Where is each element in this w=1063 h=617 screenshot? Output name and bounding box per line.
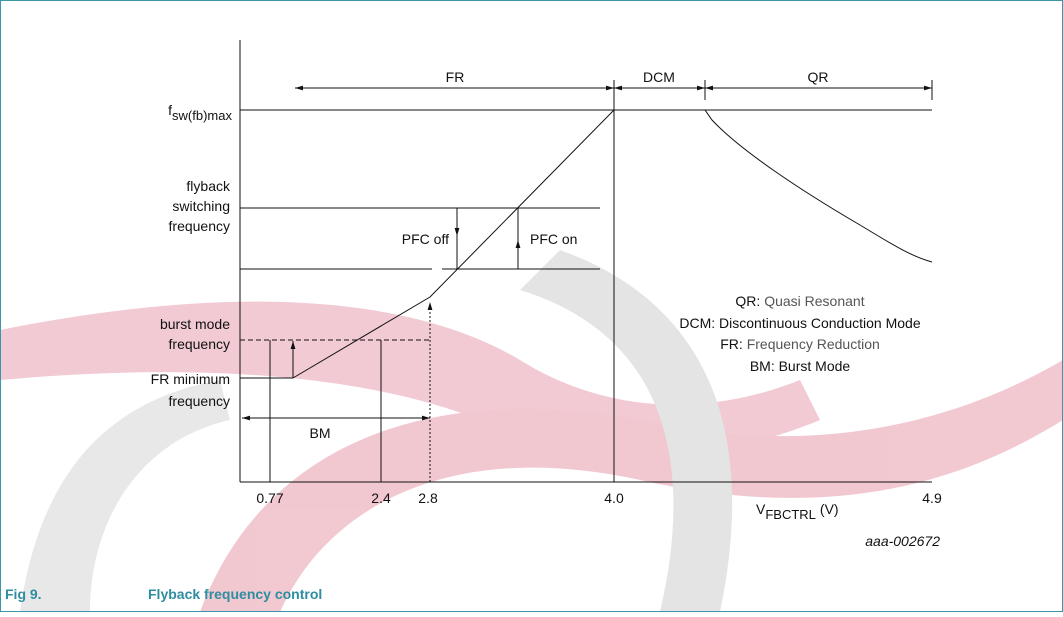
x-label: 4.9: [922, 490, 942, 506]
x-label: 4.0: [604, 490, 624, 506]
y-label: switching: [172, 198, 230, 214]
x-label: 0.77: [256, 490, 283, 506]
x-axis-label: VFBCTRL (V): [756, 501, 839, 522]
legend-entry: FR: Frequency Reduction: [720, 336, 880, 352]
y-label: frequency: [169, 218, 230, 234]
y-label: frequency: [169, 393, 230, 409]
region-label: QR: [808, 69, 829, 85]
legend: QR: Quasi Resonant DCM: Discontinuous Co…: [679, 293, 920, 374]
caption-title: Flyback frequency control: [148, 586, 322, 602]
y-label: FR minimum: [151, 371, 230, 387]
y-label: fsw(fb)max: [168, 102, 232, 123]
x-label: 2.4: [371, 490, 391, 506]
y-label: frequency: [169, 336, 230, 352]
watermark: [0, 250, 1063, 612]
burst-lines: [240, 302, 433, 482]
region-label: DCM: [643, 69, 675, 85]
legend-entry: DCM: Discontinuous Conduction Mode: [679, 315, 920, 331]
caption-number: Fig 9.: [5, 586, 42, 602]
region-label: FR: [446, 69, 465, 85]
pfc-label: PFC on: [530, 231, 577, 247]
x-label: 2.8: [418, 490, 438, 506]
hysteresis: [240, 207, 600, 270]
y-label: flyback: [186, 178, 231, 194]
legend-entry: BM: Burst Mode: [750, 358, 851, 374]
curve: [292, 109, 933, 379]
legend-entry: QR: Quasi Resonant: [735, 293, 864, 309]
bm-label: BM: [310, 425, 331, 441]
axes: [239, 40, 933, 483]
figure-code: aaa-002672: [865, 533, 940, 549]
pfc-label: PFC off: [402, 231, 449, 247]
y-label: burst mode: [160, 316, 230, 332]
